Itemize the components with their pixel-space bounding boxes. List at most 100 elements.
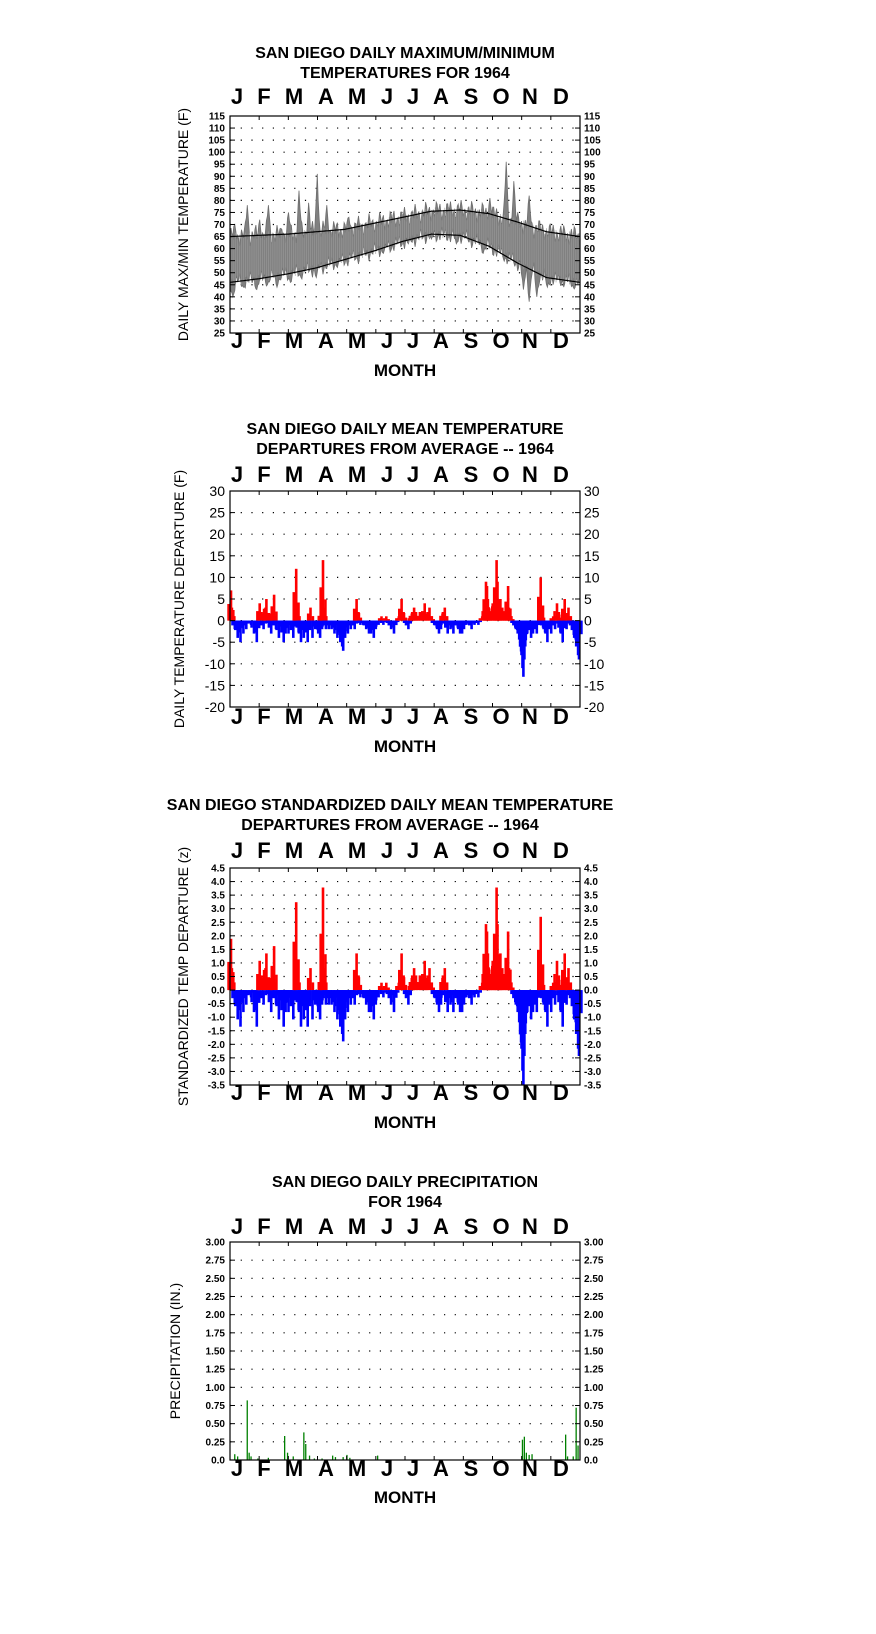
departure-bar xyxy=(400,599,403,621)
standardized-bar xyxy=(302,990,305,999)
departure-bar xyxy=(523,620,527,628)
departure-bar xyxy=(394,620,398,625)
departure-bar xyxy=(404,617,408,621)
standardized-bar xyxy=(559,990,562,1011)
standardized-ytick-left-15: -3.0 xyxy=(208,1067,226,1078)
departure-bar xyxy=(347,620,350,626)
standardized-bar xyxy=(394,990,398,998)
standardized-bar xyxy=(359,984,363,990)
departure-bar xyxy=(555,603,559,621)
standardized-bar xyxy=(265,953,268,990)
departure-ytick-right-4: 10 xyxy=(584,569,600,585)
standardized-bar xyxy=(344,990,347,1003)
standardized-bar xyxy=(325,982,328,991)
precip-bar xyxy=(349,1457,351,1460)
standardized-bar xyxy=(419,982,422,991)
standardized-bar xyxy=(377,990,380,998)
departure-bar xyxy=(231,620,234,626)
standardized-bar xyxy=(557,975,561,990)
standardized-bar xyxy=(547,990,551,1003)
maxmin-month-top-6: J xyxy=(381,84,393,109)
departure-bar xyxy=(562,620,566,626)
maxmin-normal-min-line xyxy=(229,233,581,283)
departure-bar xyxy=(379,620,383,623)
maxmin-ytick-left-0: 115 xyxy=(209,112,226,123)
standardized-bar xyxy=(324,954,327,991)
departure-bar xyxy=(527,620,531,631)
standardized-ytick-right-9: 0.0 xyxy=(584,986,598,997)
departure-bar xyxy=(362,620,366,626)
maxmin-ytick-left-10: 65 xyxy=(214,232,226,243)
departure-bar xyxy=(487,615,490,621)
departure-bar xyxy=(456,620,460,628)
standardized-bar xyxy=(423,960,426,991)
standardized-bar xyxy=(512,990,515,999)
departure-bar xyxy=(549,618,553,621)
departure-bar xyxy=(460,620,463,626)
departure-bar xyxy=(318,620,322,638)
precip-bar xyxy=(308,1455,311,1460)
departure-bar xyxy=(543,620,547,633)
departure-bar xyxy=(566,620,570,623)
standardized-ytick-right-3: 3.0 xyxy=(584,904,598,915)
standardized-month-top-6: J xyxy=(381,838,393,863)
standardized-bar xyxy=(306,978,310,991)
standardized-ytick-right-12: -1.5 xyxy=(584,1026,602,1037)
departure-bar xyxy=(233,616,236,621)
departure-bar xyxy=(260,612,263,621)
standardized-bar xyxy=(414,986,417,990)
standardized-bar xyxy=(325,990,328,999)
departure-bar xyxy=(510,620,513,623)
departure-bar xyxy=(278,620,281,626)
standardized-ytick-left-13: -2.0 xyxy=(208,1040,226,1051)
standardized-bar xyxy=(533,990,536,1003)
standardized-bar xyxy=(396,990,400,993)
standardized-bar xyxy=(521,990,525,1015)
standardized-bar xyxy=(385,982,388,990)
departure-bar xyxy=(275,611,278,621)
standardized-ytick-left-6: 1.5 xyxy=(211,945,225,956)
departure-bar xyxy=(380,616,383,621)
precip-ytick-left-8: 1.00 xyxy=(206,1383,226,1394)
standardized-title-line-1: SAN DIEGO STANDARDIZED DAILY MEAN TEMPER… xyxy=(167,797,614,814)
departure-ytick-right-2: 20 xyxy=(584,526,600,542)
standardized-bar xyxy=(525,990,529,999)
departure-bar xyxy=(557,612,561,621)
standardized-bar xyxy=(507,968,511,991)
departure-bar xyxy=(306,620,309,643)
departure-bar xyxy=(546,620,549,643)
standardized-bar xyxy=(292,990,295,1020)
departure-bar xyxy=(502,611,506,621)
standardized-bar xyxy=(275,990,278,1007)
standardized-bar xyxy=(412,968,416,991)
precip-bar xyxy=(286,1452,289,1460)
standardized-ytick-right-14: -2.5 xyxy=(584,1053,602,1064)
maxmin-ytick-left-4: 95 xyxy=(214,160,226,171)
departure-bar xyxy=(423,603,426,621)
maxmin-month-bottom-10: O xyxy=(492,328,509,353)
precip-bar xyxy=(313,1458,315,1460)
standardized-bar xyxy=(317,982,321,991)
standardized-bar xyxy=(385,990,389,995)
precip-bar xyxy=(531,1454,533,1460)
departure-bar xyxy=(551,616,555,621)
standardized-bar xyxy=(287,990,290,1013)
standardized-month-bottom-7: J xyxy=(407,1080,419,1105)
standardized-bar xyxy=(355,953,358,990)
standardized-bar xyxy=(493,953,497,991)
departure-bar xyxy=(297,620,300,633)
standardized-bar xyxy=(269,990,273,1013)
departure-bar xyxy=(320,620,324,630)
departure-bar xyxy=(272,620,275,626)
standardized-bar xyxy=(499,953,502,990)
standardized-bar xyxy=(474,990,478,995)
departure-bar xyxy=(294,568,298,621)
maxmin-ytick-right-10: 65 xyxy=(584,232,596,243)
standardized-bar xyxy=(523,990,527,1003)
standardized-ytick-right-10: -0.5 xyxy=(584,999,602,1010)
maxmin-ytick-left-7: 80 xyxy=(214,196,226,207)
departure-bar xyxy=(351,620,354,626)
departure-bar xyxy=(275,620,278,631)
maxmin-ytick-right-6: 85 xyxy=(584,184,596,195)
